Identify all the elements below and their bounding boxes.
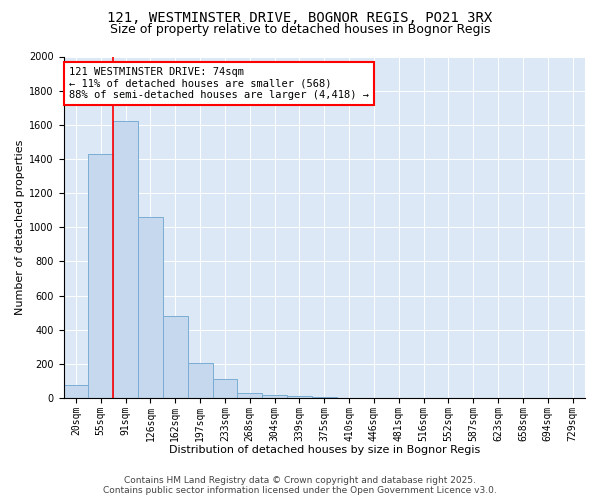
Text: 121 WESTMINSTER DRIVE: 74sqm
← 11% of detached houses are smaller (568)
88% of s: 121 WESTMINSTER DRIVE: 74sqm ← 11% of de… <box>69 66 369 100</box>
Bar <box>188 363 212 398</box>
Bar <box>287 396 312 398</box>
Bar <box>212 379 238 398</box>
Bar <box>64 385 88 398</box>
Text: Contains HM Land Registry data © Crown copyright and database right 2025.
Contai: Contains HM Land Registry data © Crown c… <box>103 476 497 495</box>
X-axis label: Distribution of detached houses by size in Bognor Regis: Distribution of detached houses by size … <box>169 445 480 455</box>
Text: Size of property relative to detached houses in Bognor Regis: Size of property relative to detached ho… <box>110 22 490 36</box>
Bar <box>88 154 113 398</box>
Bar <box>262 394 287 398</box>
Bar <box>113 122 138 398</box>
Bar <box>163 316 188 398</box>
Y-axis label: Number of detached properties: Number of detached properties <box>15 140 25 315</box>
Text: 121, WESTMINSTER DRIVE, BOGNOR REGIS, PO21 3RX: 121, WESTMINSTER DRIVE, BOGNOR REGIS, PO… <box>107 11 493 25</box>
Bar <box>238 393 262 398</box>
Bar <box>138 217 163 398</box>
Bar <box>312 397 337 398</box>
